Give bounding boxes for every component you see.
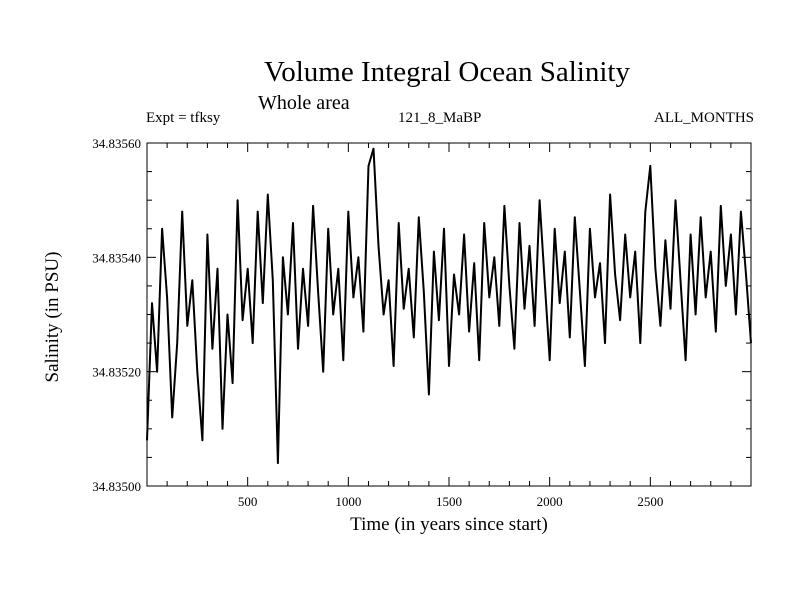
x-tick-label: 2000 bbox=[537, 494, 563, 509]
y-tick-label: 34.83560 bbox=[92, 136, 141, 151]
chart-subtitle: Whole area bbox=[258, 92, 350, 114]
x-tick-label: 500 bbox=[238, 494, 258, 509]
x-tick-label: 1500 bbox=[436, 494, 462, 509]
run-label: 121_8_MaBP bbox=[398, 110, 482, 126]
y-tick-label: 34.83540 bbox=[92, 250, 141, 265]
x-axis-label: Time (in years since start) bbox=[350, 514, 548, 535]
y-tick-label: 34.83500 bbox=[92, 479, 141, 494]
series-line-salinity bbox=[146, 147, 752, 465]
months-label: ALL_MONTHS bbox=[654, 110, 754, 126]
y-tick-label: 34.83520 bbox=[92, 365, 141, 380]
experiment-label: Expt = tfksy bbox=[146, 110, 221, 126]
x-tick-label: 1000 bbox=[335, 494, 361, 509]
x-tick-label: 2500 bbox=[637, 494, 663, 509]
chart-title: Volume Integral Ocean Salinity bbox=[264, 56, 630, 88]
